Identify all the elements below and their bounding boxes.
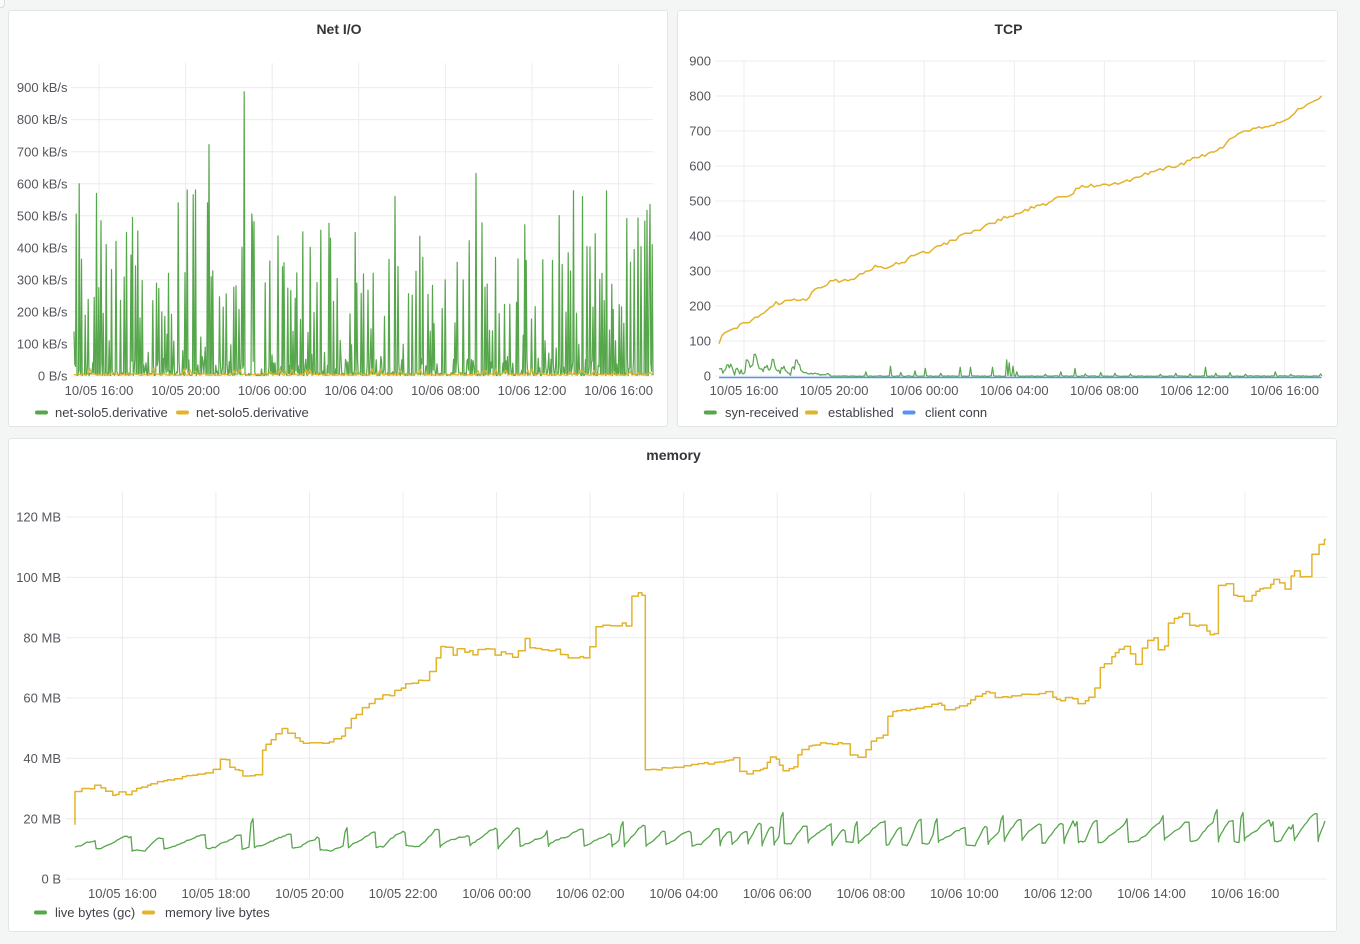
- svg-text:TCP: TCP: [995, 21, 1023, 37]
- svg-text:300 kB/s: 300 kB/s: [17, 273, 68, 288]
- svg-text:400: 400: [689, 229, 711, 244]
- svg-text:700: 700: [689, 124, 711, 139]
- svg-text:10/06 04:00: 10/06 04:00: [649, 886, 718, 901]
- svg-text:established: established: [828, 405, 894, 420]
- svg-text:10/06 16:00: 10/06 16:00: [1250, 383, 1319, 398]
- svg-text:client conn: client conn: [925, 405, 987, 420]
- svg-text:200 kB/s: 200 kB/s: [17, 305, 68, 320]
- svg-text:syn-received: syn-received: [725, 405, 799, 420]
- svg-text:20 MB: 20 MB: [23, 811, 61, 826]
- svg-text:10/06 04:00: 10/06 04:00: [980, 383, 1049, 398]
- svg-text:10/05 20:00: 10/05 20:00: [800, 383, 869, 398]
- svg-text:60 MB: 60 MB: [23, 691, 61, 706]
- svg-text:10/06 00:00: 10/06 00:00: [462, 886, 531, 901]
- svg-text:80 MB: 80 MB: [23, 630, 61, 645]
- svg-text:10/06 04:00: 10/06 04:00: [324, 383, 393, 398]
- svg-text:0 B: 0 B: [41, 872, 61, 887]
- svg-text:120 MB: 120 MB: [16, 510, 61, 525]
- svg-text:10/06 08:00: 10/06 08:00: [1070, 383, 1139, 398]
- svg-text:40 MB: 40 MB: [23, 751, 61, 766]
- svg-text:10/06 16:00: 10/06 16:00: [1211, 886, 1280, 901]
- svg-text:10/06 12:00: 10/06 12:00: [498, 383, 567, 398]
- svg-text:Net I/O: Net I/O: [316, 21, 361, 37]
- svg-text:net-solo5.derivative: net-solo5.derivative: [55, 405, 168, 420]
- svg-text:10/06 08:00: 10/06 08:00: [411, 383, 480, 398]
- svg-text:900: 900: [689, 54, 711, 69]
- svg-text:500 kB/s: 500 kB/s: [17, 208, 68, 223]
- svg-text:memory live bytes: memory live bytes: [165, 905, 270, 920]
- svg-text:10/05 20:00: 10/05 20:00: [275, 886, 344, 901]
- svg-text:live bytes (gc): live bytes (gc): [55, 905, 135, 920]
- svg-text:10/06 06:00: 10/06 06:00: [743, 886, 812, 901]
- svg-text:10/06 08:00: 10/06 08:00: [836, 886, 905, 901]
- svg-text:10/06 12:00: 10/06 12:00: [1160, 383, 1229, 398]
- svg-text:600 kB/s: 600 kB/s: [17, 176, 68, 191]
- svg-text:10/05 16:00: 10/05 16:00: [710, 383, 779, 398]
- svg-text:10/05 20:00: 10/05 20:00: [151, 383, 220, 398]
- svg-text:500: 500: [689, 194, 711, 209]
- svg-text:800 kB/s: 800 kB/s: [17, 112, 68, 127]
- svg-text:memory: memory: [646, 447, 701, 463]
- svg-text:10/05 18:00: 10/05 18:00: [182, 886, 251, 901]
- svg-text:10/06 00:00: 10/06 00:00: [890, 383, 959, 398]
- svg-text:net-solo5.derivative: net-solo5.derivative: [196, 405, 309, 420]
- svg-text:100 kB/s: 100 kB/s: [17, 337, 68, 352]
- svg-text:100: 100: [689, 334, 711, 349]
- svg-text:10/06 10:00: 10/06 10:00: [930, 886, 999, 901]
- svg-text:10/06 02:00: 10/06 02:00: [556, 886, 625, 901]
- svg-text:400 kB/s: 400 kB/s: [17, 240, 68, 255]
- svg-text:10/06 00:00: 10/06 00:00: [238, 383, 307, 398]
- svg-text:10/05 22:00: 10/05 22:00: [369, 886, 438, 901]
- svg-text:300: 300: [689, 264, 711, 279]
- svg-text:600: 600: [689, 159, 711, 174]
- svg-text:0: 0: [704, 369, 711, 384]
- svg-text:800: 800: [689, 89, 711, 104]
- svg-text:0 B/s: 0 B/s: [38, 369, 68, 384]
- svg-text:10/05 16:00: 10/05 16:00: [88, 886, 157, 901]
- svg-text:100 MB: 100 MB: [16, 570, 61, 585]
- svg-text:200: 200: [689, 299, 711, 314]
- svg-text:10/06 12:00: 10/06 12:00: [1024, 886, 1093, 901]
- svg-text:700 kB/s: 700 kB/s: [17, 144, 68, 159]
- svg-text:10/06 16:00: 10/06 16:00: [584, 383, 653, 398]
- svg-text:10/05 16:00: 10/05 16:00: [65, 383, 134, 398]
- svg-text:900 kB/s: 900 kB/s: [17, 80, 68, 95]
- svg-text:10/06 14:00: 10/06 14:00: [1117, 886, 1186, 901]
